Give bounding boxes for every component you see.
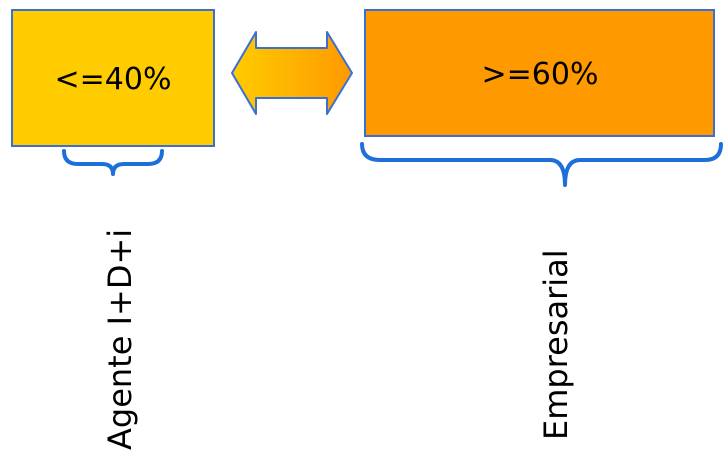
left-share-label: <=40% bbox=[55, 62, 172, 97]
right-share-box: >=60% bbox=[364, 9, 715, 137]
right-group-brace bbox=[360, 142, 723, 187]
right-share-label: >=60% bbox=[482, 57, 599, 92]
right-group-label: Empresarial bbox=[537, 249, 575, 440]
left-group-brace bbox=[62, 149, 164, 176]
left-share-box: <=40% bbox=[11, 9, 215, 147]
left-group-label: Agente I+D+i bbox=[101, 229, 139, 450]
double-headed-arrow-icon bbox=[231, 31, 353, 115]
left-share-rect bbox=[11, 9, 215, 147]
right-share-rect bbox=[364, 9, 715, 137]
